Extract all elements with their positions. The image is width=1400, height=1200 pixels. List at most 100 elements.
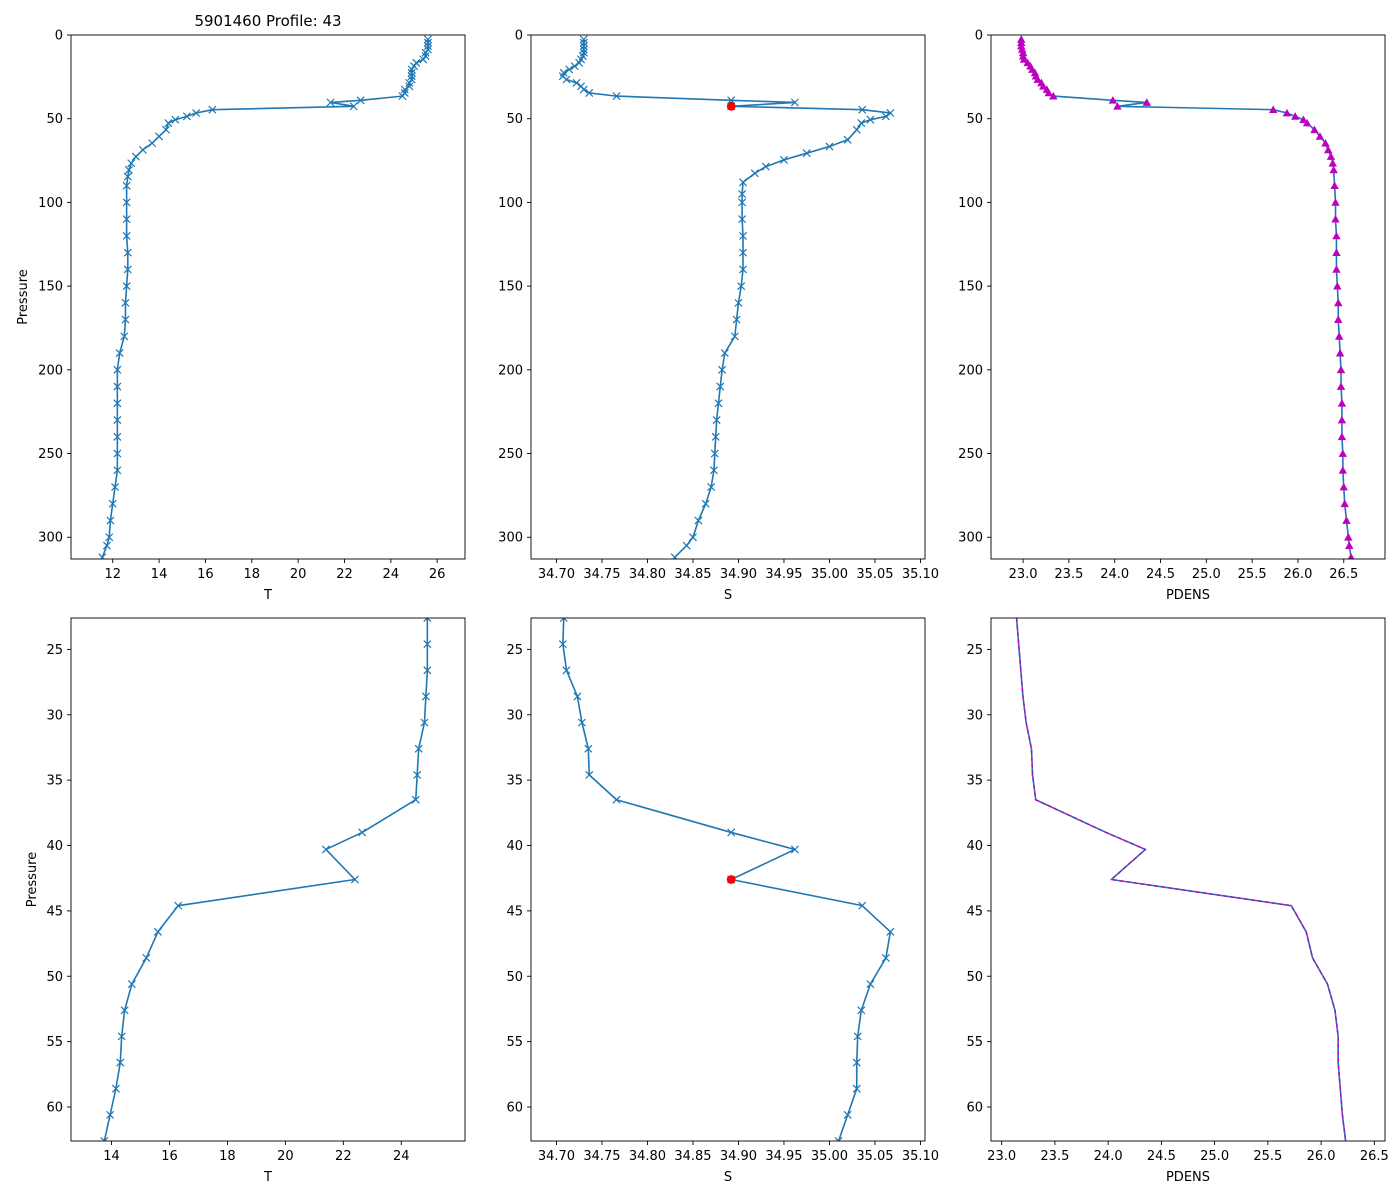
data-point xyxy=(720,349,729,358)
data-point xyxy=(1269,105,1278,114)
y-tick-label: 40 xyxy=(506,839,523,854)
data-point xyxy=(113,432,122,441)
x-tick-label: 34.90 xyxy=(720,1149,757,1164)
data-point xyxy=(411,795,420,804)
data-point xyxy=(161,125,171,134)
y-tick-label: 25 xyxy=(46,643,63,658)
data-point xyxy=(192,108,201,118)
data-point xyxy=(1299,115,1308,124)
highlight-point xyxy=(726,875,736,884)
x-tick-label: 25.0 xyxy=(1200,1149,1229,1164)
y-tick-label: 200 xyxy=(38,363,63,378)
data-point xyxy=(414,744,423,753)
x-tick-label: 34.70 xyxy=(538,567,575,582)
data-point xyxy=(122,231,131,240)
data-point xyxy=(131,152,140,161)
data-point xyxy=(122,181,131,190)
y-tick-label: 55 xyxy=(966,1035,983,1050)
x-tick-label: 14 xyxy=(103,1149,120,1164)
y-tick-label: 300 xyxy=(958,531,983,546)
data-point xyxy=(1344,533,1353,541)
data-point xyxy=(106,1110,115,1119)
x-tick-label: 34.75 xyxy=(583,1149,620,1164)
data-point xyxy=(1282,108,1292,117)
panels: 12 14 16 18 20 22 24 26050100150200250300TPress… xyxy=(16,29,1389,1186)
data-point xyxy=(407,72,416,81)
plot-frame xyxy=(70,617,466,1142)
data-layer xyxy=(98,35,432,559)
data-point xyxy=(326,98,335,107)
data-point xyxy=(153,927,162,936)
x-tick-label: 23.0 xyxy=(1009,567,1038,582)
data-point xyxy=(1330,181,1339,190)
data-point xyxy=(853,1032,862,1041)
x-tick-label: 34.85 xyxy=(674,567,711,582)
data-point xyxy=(423,666,432,675)
data-point xyxy=(117,1032,126,1041)
y-tick-label: 100 xyxy=(958,196,983,211)
data-point xyxy=(1019,55,1029,63)
data-point xyxy=(559,618,568,623)
y-tick-label: 150 xyxy=(498,280,523,295)
data-point xyxy=(688,533,697,542)
data-point xyxy=(1044,88,1053,97)
data-point xyxy=(572,78,581,87)
panel-s-full: 34.70 34.75 34.80 34.85 34.90 34.95 35.00 35.05… xyxy=(498,29,939,604)
data-point xyxy=(421,48,430,57)
panel-pdens-zoom: 23.0 23.5 24.0 24.5 25.0 25.5 26.0 26.5 25 30 35 40… xyxy=(966,617,1389,1185)
y-tick-label: 50 xyxy=(966,970,983,985)
data-point xyxy=(843,1110,852,1119)
data-point xyxy=(111,482,120,492)
data-point xyxy=(843,135,852,144)
data-point xyxy=(1338,466,1348,474)
data-point xyxy=(886,927,895,936)
data-point xyxy=(579,85,588,94)
x-tick-label: 20 xyxy=(277,1149,294,1164)
data-point xyxy=(670,553,679,559)
data-point xyxy=(121,298,130,307)
y-tick-label: 200 xyxy=(958,363,983,378)
data-point xyxy=(106,516,115,525)
data-point xyxy=(707,482,716,492)
data-point xyxy=(1326,152,1336,160)
data-point xyxy=(825,142,834,151)
data-point xyxy=(1334,298,1343,307)
y-axis-label: Pressure xyxy=(25,852,40,908)
data-point xyxy=(1336,365,1346,374)
data-point xyxy=(409,62,419,71)
y-tick-label: 300 xyxy=(498,531,523,546)
y-tick-label: 0 xyxy=(975,29,983,44)
data-point xyxy=(421,692,430,701)
data-point xyxy=(562,666,571,675)
data-point xyxy=(834,1136,843,1141)
data-layer xyxy=(1017,35,1355,559)
x-tick-label: 24.0 xyxy=(1094,1149,1123,1164)
y-tick-label: 40 xyxy=(46,839,63,854)
data-point xyxy=(857,1006,866,1015)
data-point xyxy=(350,875,359,884)
data-point xyxy=(356,96,365,105)
y-tick-label: 0 xyxy=(55,29,63,44)
data-point xyxy=(1033,75,1042,83)
y-tick-label: 55 xyxy=(506,1035,523,1050)
data-point xyxy=(358,828,367,837)
x-tick-label: 34.80 xyxy=(629,567,666,582)
data-point xyxy=(148,139,157,148)
series-line xyxy=(1020,39,1352,558)
y-tick-label: 25 xyxy=(966,643,983,658)
y-tick-label: 50 xyxy=(46,970,63,985)
y-tick-label: 50 xyxy=(46,112,63,127)
x-axis-label: T xyxy=(263,1170,272,1185)
data-point xyxy=(127,159,136,168)
data-point xyxy=(584,744,593,753)
x-axis-label: S xyxy=(724,588,732,603)
panel-t-zoom: 14 16 18 20 22 24 25 30 35 40 45 50 55 60 T Pressure xyxy=(25,617,466,1185)
data-point xyxy=(142,953,151,962)
data-point xyxy=(174,901,183,910)
data-point xyxy=(1291,112,1300,120)
data-point xyxy=(1337,415,1347,424)
data-point xyxy=(858,105,867,114)
data-point xyxy=(1332,231,1341,240)
data-point xyxy=(1108,96,1118,104)
highlight-point xyxy=(726,101,736,111)
